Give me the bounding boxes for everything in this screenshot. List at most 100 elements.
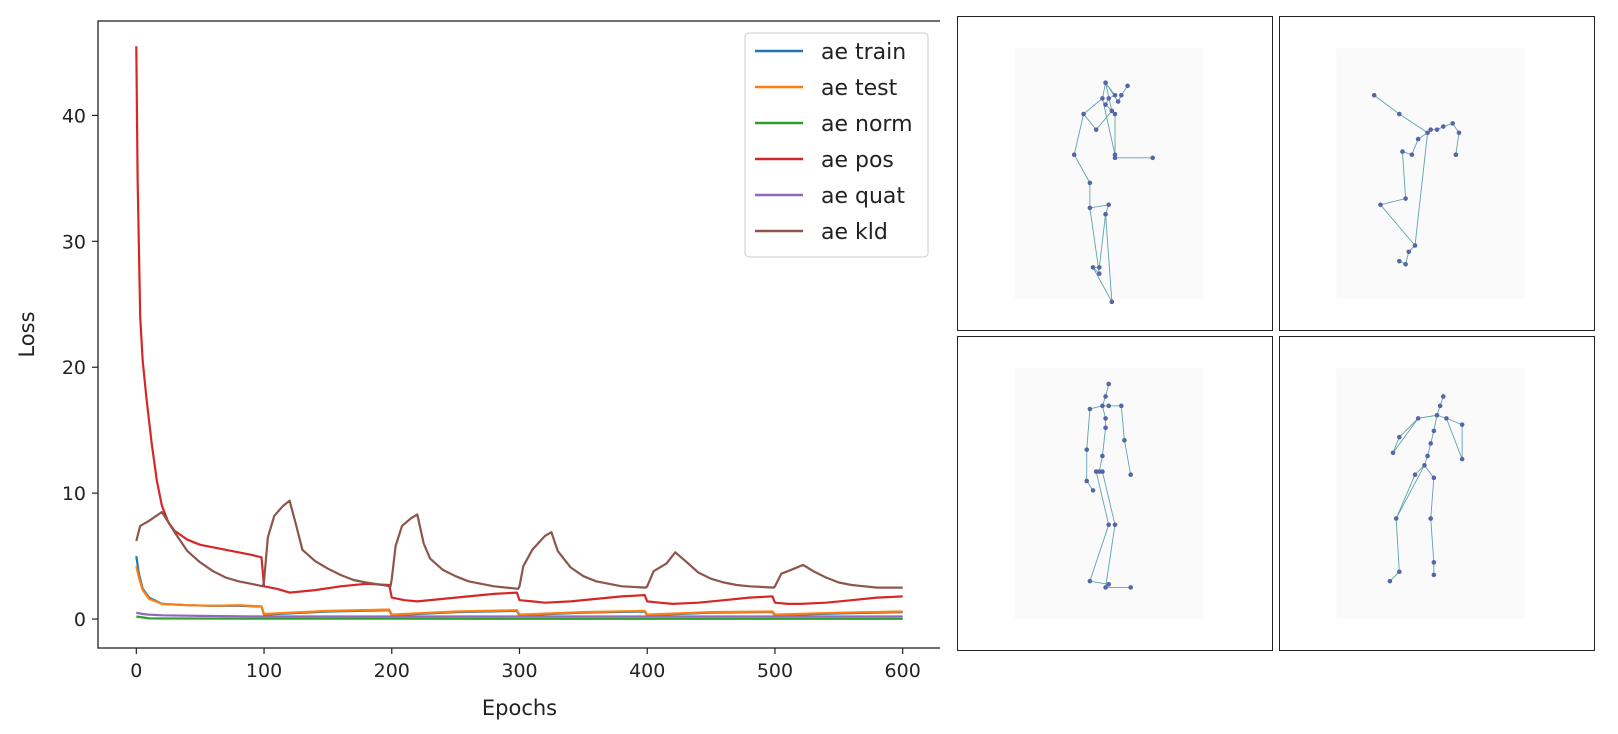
pose-backdrop [1014,368,1203,619]
series-line-ae-norm [136,615,903,620]
pose-joint [1459,422,1465,427]
pose-joint [1103,80,1108,86]
pose-joint [1425,130,1430,136]
pose-bone [1395,518,1400,572]
pose-joint [1409,152,1415,158]
pose-joint [1118,403,1124,409]
pose-joint [1112,92,1118,98]
pose-bone [1098,214,1107,268]
pose-joint [1431,560,1437,565]
pose-joint [1090,265,1096,270]
pose-joint [1103,394,1108,399]
pose-joint [1434,412,1440,418]
y-tick-label: 0 [74,609,86,631]
pose-bone [1089,204,1109,209]
x-tick-label: 100 [246,660,282,682]
pose-bone [1086,408,1091,450]
legend-box [744,32,929,258]
pose-joint [1103,425,1108,431]
pose-joint [1097,271,1102,276]
x-tick-label: 0 [130,660,142,682]
pose-bone [1089,580,1109,585]
pose-joint [1397,434,1402,440]
pose-joint [1456,130,1462,136]
pose-bone [1105,82,1116,96]
pose-joint [1437,403,1443,409]
pose-joint [1125,83,1130,89]
pose-bone [1402,151,1407,199]
series-layer [135,46,903,620]
pose-joint [1440,124,1446,129]
pose-bone [1073,154,1091,184]
pose-skeleton [1336,48,1525,299]
pose-bone [1098,455,1103,472]
pose-bone [1399,113,1428,134]
pose-joint [1084,447,1090,452]
pose-joint [1397,111,1402,117]
pose-joint [1106,381,1112,387]
pose-joint [1371,92,1377,98]
pose-joint [1406,249,1412,255]
pose-joint [1431,428,1437,434]
pose-bone [1083,113,1097,130]
pose-joint [1097,265,1102,270]
pose-skeleton [1336,368,1525,619]
pose-bone [1380,204,1416,246]
pose-joint [1425,453,1430,459]
pose-bone [1092,267,1113,303]
pose-joint [1118,92,1124,98]
pose-joint [1412,243,1418,248]
pose-joint [1400,149,1405,154]
pose-joint [1453,152,1459,158]
pose-bone [1433,415,1438,431]
pose-skeleton [1014,368,1203,619]
pose-joint [1112,155,1118,161]
pose-joint [1403,196,1408,201]
pose-panel-top-right [1279,16,1595,331]
pose-joint [1403,261,1408,267]
pose-joint [1440,394,1446,399]
y-tick-label: 30 [62,231,86,253]
pose-panel-bottom-left [957,336,1273,651]
pose-joint [1087,406,1093,412]
pose-joint [1397,258,1402,264]
pose-joint [1431,572,1437,578]
pose-joint [1103,211,1108,217]
y-tick-label: 40 [62,105,86,127]
pose-bone [1373,94,1400,115]
pose-bone [1446,417,1463,426]
y-tick-label: 20 [62,357,86,379]
x-tick-label: 400 [629,660,665,682]
pose-joint [1428,441,1434,446]
pose-joint [1087,180,1093,186]
legend-entry: ae kld [821,220,888,245]
pose-joint [1100,403,1105,409]
pose-joint [1109,108,1115,114]
pose-bone [1089,207,1100,274]
series-line-ae-test [135,565,903,616]
pose-joint [1459,456,1465,462]
pose-joint [1128,585,1133,590]
series-line-ae-kld [135,499,903,590]
pose-bone [1430,518,1435,563]
pose-joint [1100,96,1105,101]
pose-bone [1411,138,1419,155]
pose-backdrop [1336,368,1525,619]
pose-bone [1095,471,1110,525]
pose-joint [1397,569,1402,575]
pose-joint [1106,202,1112,208]
y-axis-ticks: 0 10 20 30 40 [62,105,98,631]
x-axis-ticks: 0 100 200 300 400 500 600 [130,648,921,682]
pose-bone [1380,198,1406,206]
pose-joint [1122,437,1127,443]
pose-joint [1415,416,1421,421]
pose-joint [1106,581,1112,587]
pose-bone [1446,418,1463,460]
pose-joint [1106,403,1112,409]
legend-entry: ae train [821,40,906,65]
x-tick-label: 500 [757,660,793,682]
pose-joint [1100,469,1105,474]
pose-joint [1393,516,1399,521]
pose-joint [1093,127,1099,132]
pose-bone [1089,524,1110,582]
